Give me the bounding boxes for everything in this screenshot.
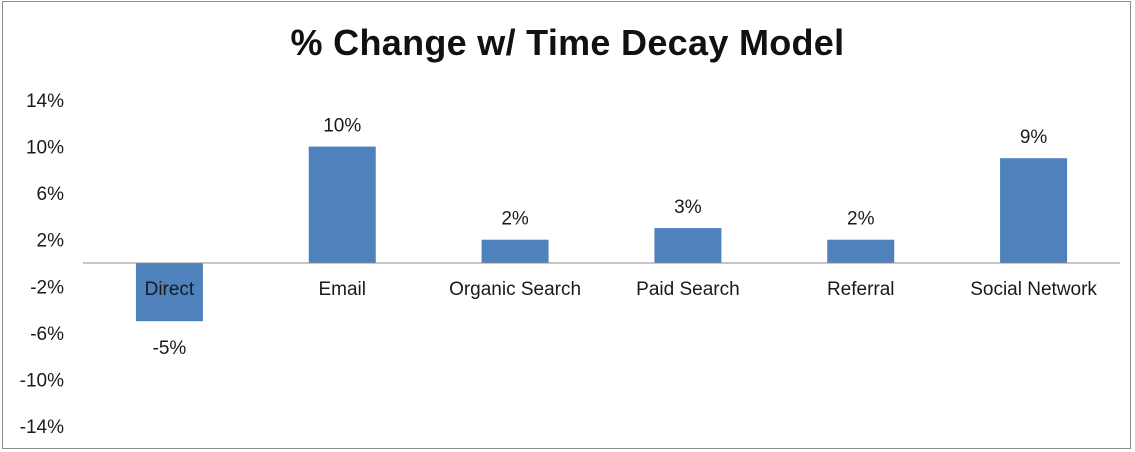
category-label: Email [318,279,366,300]
y-tick-label: -10% [20,370,64,391]
y-tick-label: 10% [26,138,64,159]
data-label: 2% [847,209,875,230]
chart-title: % Change w/ Time Decay Model [290,22,845,63]
data-label: 2% [501,209,529,230]
data-label: 3% [674,197,702,218]
y-tick-label: 6% [37,184,65,205]
data-label: 9% [1020,127,1048,148]
bar [308,146,376,263]
category-label: Direct [145,279,195,300]
category-label: Paid Search [636,279,740,300]
y-tick-label: -14% [20,417,64,438]
bar [135,263,203,322]
y-tick-label: 14% [26,91,64,112]
category-label: Referral [827,279,895,300]
data-label: 10% [323,116,361,137]
y-tick-label: -2% [30,277,64,298]
y-tick-label: 2% [37,231,65,252]
data-label: -5% [153,338,187,359]
bar [481,239,549,263]
y-tick-label: -6% [30,324,64,345]
bar [827,239,895,263]
category-label: Organic Search [449,279,581,300]
bar [654,228,722,263]
category-label: Social Network [970,279,1097,300]
bar [1000,158,1068,263]
